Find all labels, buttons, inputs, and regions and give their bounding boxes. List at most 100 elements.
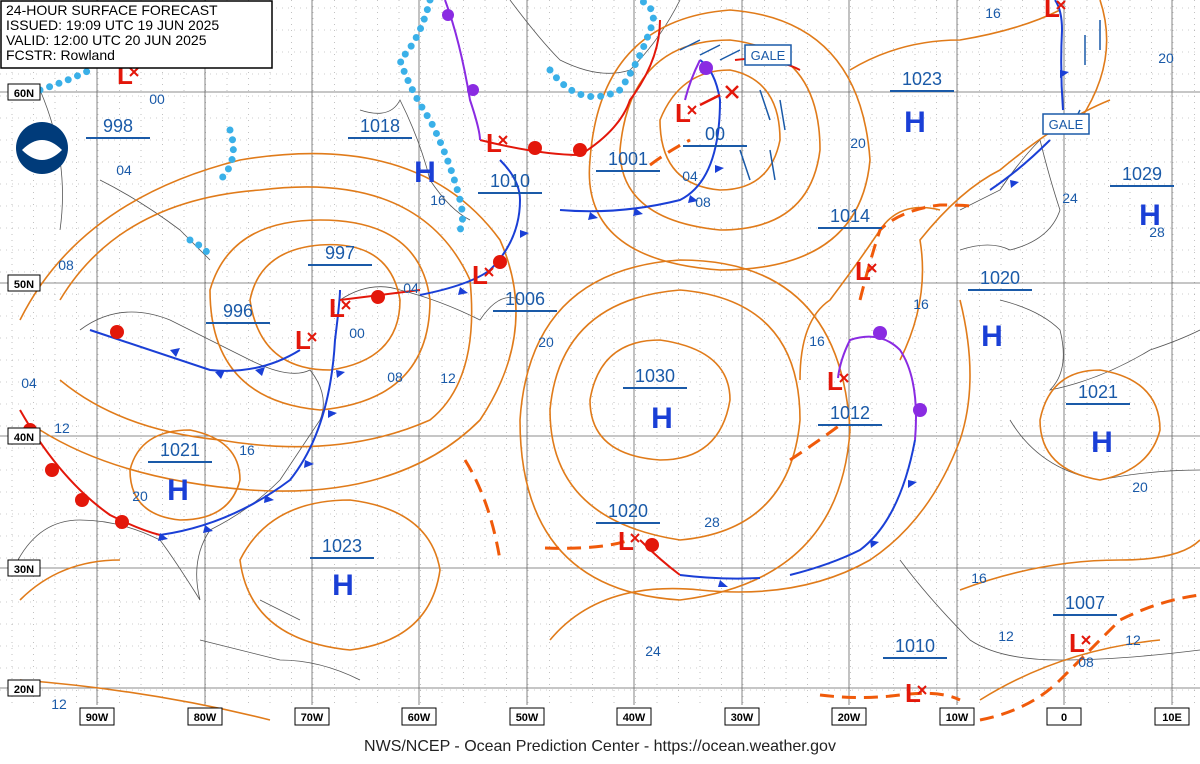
coast <box>899 559 1200 661</box>
high-symbol: H <box>981 320 1003 353</box>
high-pressure: 1020 <box>980 268 1020 288</box>
low-center-x <box>630 533 640 543</box>
trough <box>819 691 961 702</box>
gale-box <box>744 44 792 66</box>
low-center-x <box>687 105 697 115</box>
occ <box>684 59 701 101</box>
low-center-x <box>1081 635 1091 645</box>
lon-label: 80W <box>194 712 217 724</box>
low-pressure: 1001 <box>608 149 648 169</box>
iso <box>619 39 821 231</box>
high-pressure: 1021 <box>1078 382 1118 402</box>
low-center-x <box>129 67 139 77</box>
iso <box>549 299 971 641</box>
low-pressure: 997 <box>325 243 355 263</box>
lon-label: 30W <box>731 712 754 724</box>
noaa-logo <box>16 122 68 174</box>
header-line: 24-HOUR SURFACE FORECAST <box>6 2 218 18</box>
lon-label: 20W <box>838 712 861 724</box>
trough <box>463 459 502 561</box>
isobar-label: 04 <box>403 280 419 296</box>
g <box>442 9 927 417</box>
isobar-label: 08 <box>695 194 711 210</box>
isobar-label: 12 <box>998 628 1014 644</box>
low-symbol: L <box>675 98 691 128</box>
lat-label: 20N <box>14 684 34 696</box>
high-pressure: 1030 <box>635 366 675 386</box>
isobar-label: 12 <box>440 370 456 386</box>
low-symbol: L <box>1069 628 1085 658</box>
coast <box>959 139 1061 251</box>
trough <box>544 538 631 550</box>
isobar-label: 04 <box>682 168 698 184</box>
circle <box>442 9 454 21</box>
lon-label-box <box>187 707 223 726</box>
high-pressure: 1029 <box>1122 164 1162 184</box>
header-line: ISSUED: 19:09 UTC 19 JUN 2025 <box>6 17 219 33</box>
lon-label-box <box>79 707 115 726</box>
isobar-label: 20 <box>1132 479 1148 495</box>
low-center-x <box>867 263 877 273</box>
lon-label-box <box>1154 707 1190 726</box>
circle <box>115 515 129 529</box>
low-pressure: 1006 <box>505 289 545 309</box>
isobar-label: 20 <box>850 135 866 151</box>
coast <box>339 99 521 321</box>
low-center-x <box>839 373 849 383</box>
low-symbol: L <box>827 366 843 396</box>
isobars <box>19 0 1200 721</box>
circle <box>913 403 927 417</box>
low-pressure: 1014 <box>830 206 870 226</box>
g <box>23 141 659 552</box>
low-symbol: L <box>618 526 634 556</box>
isobar-label: 04 <box>116 162 132 178</box>
isobar-label: 08 <box>387 369 403 385</box>
iso <box>799 206 941 381</box>
iso <box>239 499 441 651</box>
low-symbol: L <box>472 260 488 290</box>
isobar-label: 20 <box>538 334 554 350</box>
occ <box>837 335 917 441</box>
isobar-label: 16 <box>809 333 825 349</box>
high-pressure: 1023 <box>322 536 362 556</box>
lat-label: 50N <box>14 279 34 291</box>
lat-label-box <box>7 559 41 577</box>
circle <box>645 538 659 552</box>
occ <box>444 0 481 141</box>
high-symbol: H <box>414 156 436 189</box>
lon-label-box <box>509 707 545 726</box>
low-pressure: 1012 <box>830 403 870 423</box>
isobar-label: 28 <box>704 514 720 530</box>
low-pressure: 996 <box>223 301 253 321</box>
front-symbols <box>23 9 1069 587</box>
iso <box>129 429 241 521</box>
trough <box>858 203 971 301</box>
trough <box>979 593 1200 722</box>
high-symbol: H <box>167 474 189 507</box>
circle <box>45 463 59 477</box>
isobar-label: 08 <box>58 257 74 273</box>
forecast-position <box>725 85 739 99</box>
lat-label: 40N <box>14 432 34 444</box>
coast <box>199 599 361 681</box>
low-center-x <box>1056 0 1066 10</box>
circle <box>75 493 89 507</box>
isobar-label: 20 <box>1158 50 1174 66</box>
circle <box>467 84 479 96</box>
isobar-label: 04 <box>21 375 37 391</box>
low-pressure: 1010 <box>895 636 935 656</box>
high-pressure: 1018 <box>360 116 400 136</box>
iso <box>19 559 271 721</box>
header-line: VALID: 12:00 UTC 20 JUN 2025 <box>6 32 207 48</box>
iso <box>1039 369 1161 481</box>
warm <box>639 539 681 576</box>
gale-label: GALE <box>751 48 786 63</box>
lon-label-box <box>294 707 330 726</box>
high-symbol: H <box>904 106 926 139</box>
lat-label-box <box>7 274 41 292</box>
low-center-x <box>341 300 351 310</box>
storm-track <box>699 93 721 107</box>
isobar-label: 00 <box>349 325 365 341</box>
wind-barbs <box>679 20 1101 181</box>
ice <box>36 66 237 264</box>
